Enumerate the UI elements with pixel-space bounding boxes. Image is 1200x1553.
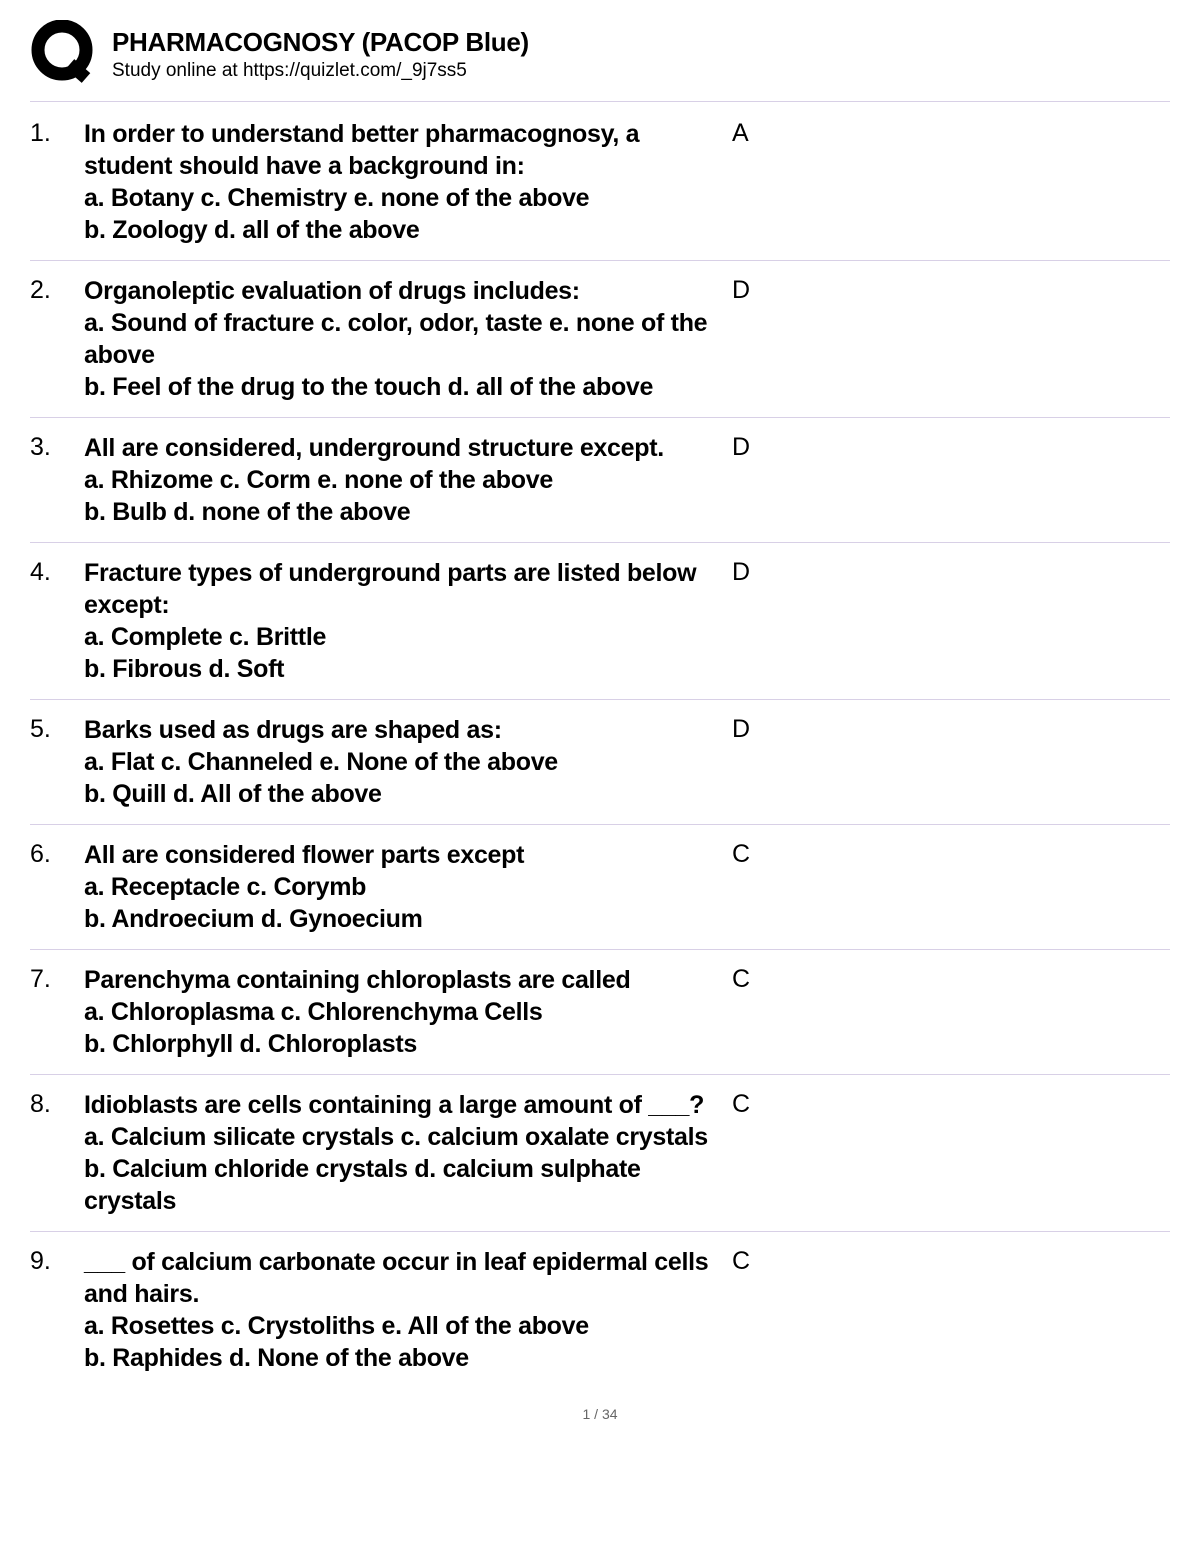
answer-letter: D (732, 557, 762, 685)
question-list: 1.In order to understand better pharmaco… (30, 104, 1170, 1388)
answer-letter: C (732, 964, 762, 1060)
answer-letter: D (732, 432, 762, 528)
question-number: 9. (30, 1246, 84, 1374)
question-number: 4. (30, 557, 84, 685)
options-line-1: a. Rosettes c. Crystoliths e. All of the… (84, 1310, 724, 1342)
page-footer: 1 / 34 (30, 1406, 1170, 1422)
question-content: Fracture types of underground parts are … (84, 557, 1170, 685)
question-content: In order to understand better pharmacogn… (84, 118, 1170, 246)
answer-letter: C (732, 1246, 762, 1374)
question-item: 2.Organoleptic evaluation of drugs inclu… (30, 261, 1170, 418)
page-title: PHARMACOGNOSY (PACOP Blue) (112, 27, 529, 58)
question-content: All are considered flower parts excepta.… (84, 839, 1170, 935)
options-line-1: a. Calcium silicate crystals c. calcium … (84, 1121, 724, 1153)
quizlet-logo-icon (30, 20, 94, 89)
answer-letter: D (732, 275, 762, 403)
question-body: Organoleptic evaluation of drugs include… (84, 275, 724, 403)
answer-letter: C (732, 839, 762, 935)
options-line-2: b. Chlorphyll d. Chloroplasts (84, 1028, 724, 1060)
question-number: 6. (30, 839, 84, 935)
question-number: 7. (30, 964, 84, 1060)
question-content: All are considered, underground structur… (84, 432, 1170, 528)
page-subtitle: Study online at https://quizlet.com/_9j7… (112, 60, 529, 82)
page-header: PHARMACOGNOSY (PACOP Blue) Study online … (30, 20, 1170, 102)
question-item: 5.Barks used as drugs are shaped as:a. F… (30, 700, 1170, 825)
question-item: 6.All are considered flower parts except… (30, 825, 1170, 950)
options-line-2: b. Bulb d. none of the above (84, 496, 724, 528)
question-content: Parenchyma containing chloroplasts are c… (84, 964, 1170, 1060)
question-text: Organoleptic evaluation of drugs include… (84, 275, 724, 307)
question-item: 9.___ of calcium carbonate occur in leaf… (30, 1232, 1170, 1388)
question-content: Organoleptic evaluation of drugs include… (84, 275, 1170, 403)
question-number: 3. (30, 432, 84, 528)
options-line-1: a. Chloroplasma c. Chlorenchyma Cells (84, 996, 724, 1028)
question-number: 2. (30, 275, 84, 403)
question-body: Barks used as drugs are shaped as:a. Fla… (84, 714, 724, 810)
question-text: Fracture types of underground parts are … (84, 557, 724, 621)
question-body: In order to understand better pharmacogn… (84, 118, 724, 246)
question-number: 1. (30, 118, 84, 246)
question-body: Idioblasts are cells containing a large … (84, 1089, 724, 1217)
question-body: All are considered flower parts excepta.… (84, 839, 724, 935)
answer-letter: A (732, 118, 762, 246)
question-content: Barks used as drugs are shaped as:a. Fla… (84, 714, 1170, 810)
options-line-1: a. Botany c. Chemistry e. none of the ab… (84, 182, 724, 214)
options-line-2: b. Quill d. All of the above (84, 778, 724, 810)
question-text: ___ of calcium carbonate occur in leaf e… (84, 1246, 724, 1310)
question-body: ___ of calcium carbonate occur in leaf e… (84, 1246, 724, 1374)
options-line-1: a. Flat c. Channeled e. None of the abov… (84, 746, 724, 778)
question-body: Fracture types of underground parts are … (84, 557, 724, 685)
options-line-2: b. Feel of the drug to the touch d. all … (84, 371, 724, 403)
question-text: Barks used as drugs are shaped as: (84, 714, 724, 746)
question-number: 5. (30, 714, 84, 810)
question-text: Idioblasts are cells containing a large … (84, 1089, 724, 1121)
question-content: ___ of calcium carbonate occur in leaf e… (84, 1246, 1170, 1374)
question-text: All are considered flower parts except (84, 839, 724, 871)
question-item: 4.Fracture types of underground parts ar… (30, 543, 1170, 700)
question-item: 1.In order to understand better pharmaco… (30, 104, 1170, 261)
question-body: All are considered, underground structur… (84, 432, 724, 528)
answer-letter: C (732, 1089, 762, 1217)
options-line-2: b. Androecium d. Gynoecium (84, 903, 724, 935)
options-line-1: a. Receptacle c. Corymb (84, 871, 724, 903)
options-line-2: b. Calcium chloride crystals d. calcium … (84, 1153, 724, 1217)
options-line-1: a. Sound of fracture c. color, odor, tas… (84, 307, 724, 371)
options-line-2: b. Raphides d. None of the above (84, 1342, 724, 1374)
header-text: PHARMACOGNOSY (PACOP Blue) Study online … (112, 27, 529, 82)
options-line-2: b. Fibrous d. Soft (84, 653, 724, 685)
question-number: 8. (30, 1089, 84, 1217)
answer-letter: D (732, 714, 762, 810)
question-item: 8.Idioblasts are cells containing a larg… (30, 1075, 1170, 1232)
question-item: 7.Parenchyma containing chloroplasts are… (30, 950, 1170, 1075)
question-text: Parenchyma containing chloroplasts are c… (84, 964, 724, 996)
question-text: In order to understand better pharmacogn… (84, 118, 724, 182)
options-line-1: a. Complete c. Brittle (84, 621, 724, 653)
question-content: Idioblasts are cells containing a large … (84, 1089, 1170, 1217)
question-item: 3.All are considered, underground struct… (30, 418, 1170, 543)
question-text: All are considered, underground structur… (84, 432, 724, 464)
options-line-2: b. Zoology d. all of the above (84, 214, 724, 246)
question-body: Parenchyma containing chloroplasts are c… (84, 964, 724, 1060)
options-line-1: a. Rhizome c. Corm e. none of the above (84, 464, 724, 496)
